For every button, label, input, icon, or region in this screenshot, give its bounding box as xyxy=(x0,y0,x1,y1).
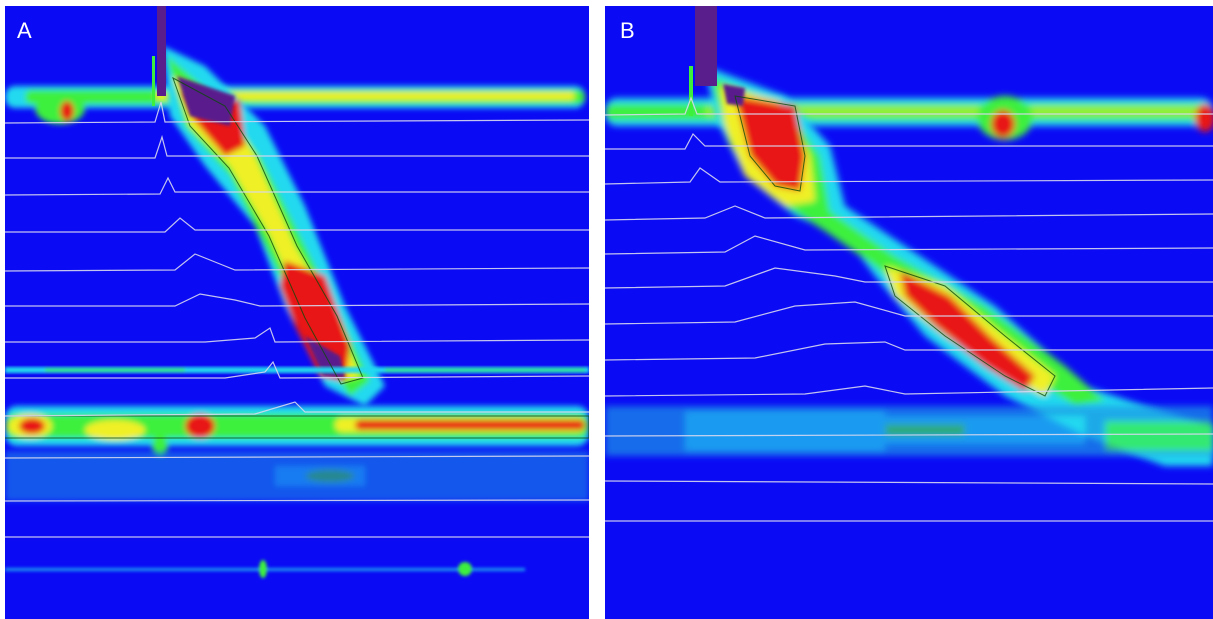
heatmap-panel-b: B xyxy=(605,6,1213,619)
heatmap-panel-a: A xyxy=(5,6,589,619)
panel-b-label: B xyxy=(620,18,635,43)
panel-a-label: A xyxy=(17,18,32,43)
heatmap-b-image xyxy=(605,6,1213,619)
heatmap-a-image xyxy=(5,6,589,619)
